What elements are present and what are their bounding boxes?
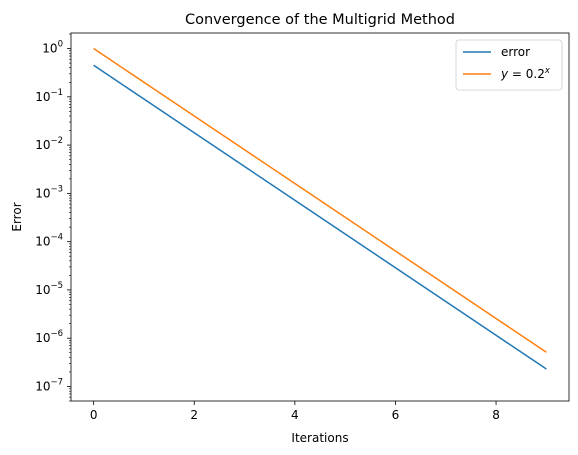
chart-title: Convergence of the Multigrid Method — [185, 12, 455, 28]
y-tick-exponent: −6 — [50, 329, 63, 339]
y-tick-exponent: 0 — [58, 40, 63, 50]
y-tick-mantissa: 10 — [35, 379, 50, 393]
y-tick-mantissa: 10 — [42, 42, 57, 56]
y-tick-label: 10−7 — [35, 377, 63, 393]
plot-frame — [70, 32, 570, 402]
series-line-1 — [93, 47, 547, 353]
legend-label-error: error — [501, 45, 530, 59]
y-axis-label: Error — [10, 202, 24, 231]
x-tick-label: 4 — [291, 408, 299, 422]
x-axis-label: Iterations — [291, 431, 348, 445]
y-tick-label: 10−5 — [35, 281, 63, 297]
y-tick-mantissa: 10 — [35, 186, 50, 200]
series-layer — [93, 47, 547, 370]
x-tick-label: 2 — [190, 408, 198, 422]
legend-power-exp: x — [544, 66, 551, 76]
y-tick-exponent: −2 — [50, 136, 63, 146]
x-tick-label: 6 — [392, 408, 400, 422]
y-tick-mantissa: 10 — [35, 283, 50, 297]
y-tick-exponent: −5 — [50, 281, 63, 291]
y-tick-label: 10−6 — [35, 329, 63, 345]
x-tick-label: 0 — [90, 408, 98, 422]
x-tick-label: 8 — [492, 408, 500, 422]
y-tick-label: 10−1 — [35, 88, 63, 104]
y-tick-exponent: −1 — [50, 88, 63, 98]
series-line-0 — [93, 64, 547, 370]
y-tick-mantissa: 10 — [35, 90, 50, 104]
y-tick-mantissa: 10 — [35, 331, 50, 345]
y-tick-mantissa: 10 — [35, 138, 50, 152]
legend-power-eq: = 0.2 — [508, 67, 545, 81]
y-tick-label: 10−4 — [35, 233, 63, 249]
x-axis-ticks: 0 2 4 6 8 — [90, 401, 500, 422]
y-tick-exponent: −3 — [50, 184, 63, 194]
y-tick-mantissa: 10 — [35, 235, 50, 249]
legend-power-lhs: y — [500, 67, 509, 81]
legend: error y = 0.2x — [455, 39, 563, 91]
legend-label-power: y = 0.2x — [500, 66, 551, 81]
y-tick-exponent: −7 — [50, 377, 63, 387]
y-tick-label: 10−2 — [35, 136, 63, 152]
y-tick-exponent: −4 — [50, 233, 63, 243]
y-tick-label: 100 — [42, 40, 63, 56]
y-tick-label: 10−3 — [35, 184, 63, 200]
